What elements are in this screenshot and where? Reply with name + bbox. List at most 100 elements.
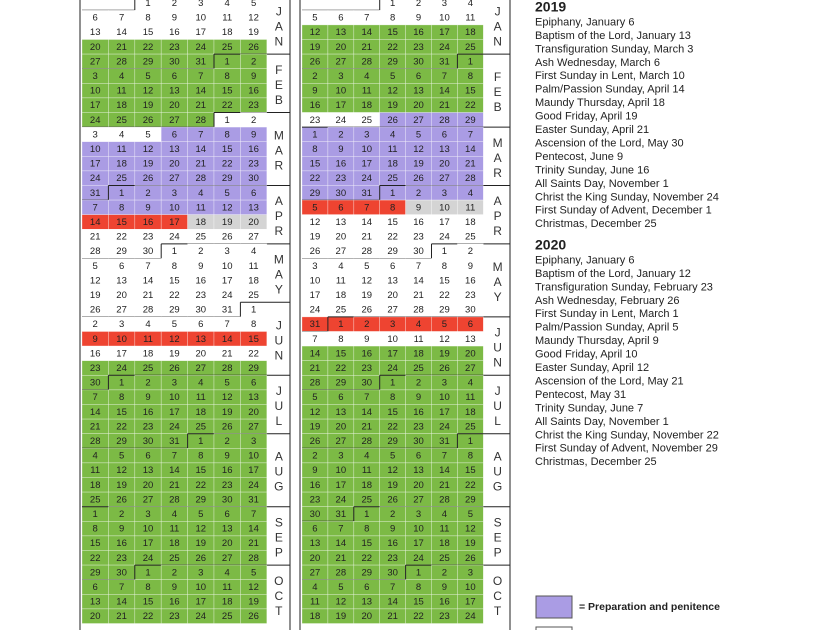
day-number: 8 [468,451,473,462]
day-number: 4 [251,246,256,257]
day-number: 24 [336,115,347,126]
day-cell [240,608,268,624]
day-number: 2 [251,56,256,67]
day-number: 17 [310,290,321,301]
day-number: 8 [93,524,98,535]
day-number: 11 [465,202,475,213]
day-number: 14 [90,217,101,228]
day-number: 21 [196,100,207,111]
day-number: 28 [90,436,101,447]
day-number: 16 [413,27,424,38]
day-number: 15 [143,27,154,38]
day-number: 11 [362,465,372,476]
day-number: 3 [172,188,177,199]
day-number: 14 [90,407,101,418]
day-number: 17 [336,480,347,491]
day-number: 12 [169,334,180,345]
day-number: 7 [442,451,447,462]
day-number: 14 [361,217,372,228]
day-number: 2 [119,509,124,520]
day-number: 16 [310,480,321,491]
day-number: 22 [465,100,476,111]
day-number: 22 [116,232,127,243]
day-number: 4 [442,509,447,520]
day-number: 23 [196,290,207,301]
day-number: 2 [145,188,150,199]
day-number: 16 [336,159,347,170]
day-number: 22 [143,42,154,53]
day-number: 8 [119,392,124,403]
day-number: 19 [387,480,398,491]
day-number: 17 [439,407,450,418]
day-number: 19 [116,480,127,491]
day-number: 1 [251,305,256,316]
day-number: 7 [364,202,369,213]
day-number: 24 [169,421,180,432]
day-number: 13 [248,202,259,213]
day-number: 22 [222,100,233,111]
day-number: 29 [222,173,233,184]
day-number: 11 [222,13,232,24]
day-number: 3 [442,378,447,389]
day-number: 22 [336,363,347,374]
day-number: 5 [468,509,473,520]
day-number: 10 [169,392,180,403]
event-item: Ascension of the Lord, May 30 [535,137,684,149]
year-heading: 2020 [535,237,566,253]
month-label: MAR [272,129,286,174]
day-number: 7 [390,582,395,593]
day-number: 28 [116,56,127,67]
day-number: 6 [93,582,98,593]
day-number: 28 [439,115,450,126]
event-item: Christ the King Sunday, November 22 [535,429,719,441]
day-number: 27 [336,246,347,257]
day-number: 7 [119,13,124,24]
day-number: 29 [143,56,154,67]
day-number: 4 [145,319,150,330]
day-number: 29 [361,567,372,578]
day-number: 14 [310,348,321,359]
day-number: 9 [312,86,317,97]
day-number: 29 [169,305,180,316]
day-number: 13 [387,275,398,286]
day-number: 19 [387,100,398,111]
day-number: 8 [390,392,395,403]
day-number: 2 [442,567,447,578]
day-number: 9 [416,13,421,24]
day-number: 6 [468,319,473,330]
day-number: 25 [465,421,476,432]
day-number: 7 [198,71,203,82]
day-number: 4 [468,378,473,389]
day-number: 20 [413,480,424,491]
day-number: 31 [169,436,180,447]
day-number: 27 [90,56,101,67]
day-cell [81,0,109,11]
day-number: 27 [465,363,476,374]
day-number: 24 [90,115,101,126]
day-number: 12 [196,524,207,535]
day-number: 21 [387,611,398,622]
day-number: 26 [465,553,476,564]
day-number: 10 [439,202,450,213]
day-number: 3 [93,129,98,140]
day-number: 13 [143,465,154,476]
day-number: 8 [119,202,124,213]
month-label: AUG [272,450,286,495]
day-number: 22 [116,421,127,432]
day-number: 15 [387,27,398,38]
day-number: 4 [364,451,369,462]
event-item: Ash Wednesday, February 26 [535,295,680,307]
day-number: 17 [169,217,180,228]
day-number: 19 [248,27,259,38]
day-number: 8 [364,524,369,535]
day-number: 10 [169,202,180,213]
day-number: 9 [145,392,150,403]
day-number: 11 [117,144,127,155]
day-number: 12 [310,27,321,38]
day-number: 21 [196,159,207,170]
month-label: JAN [491,4,505,49]
day-number: 26 [310,246,321,257]
day-number: 8 [251,319,256,330]
day-number: 28 [90,246,101,257]
day-number: 2 [312,71,317,82]
